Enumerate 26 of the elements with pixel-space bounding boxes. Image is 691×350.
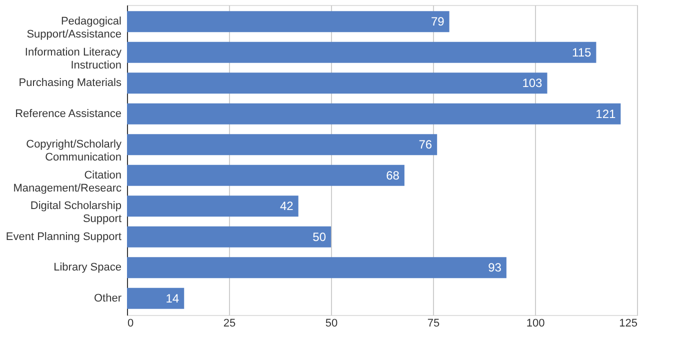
x-tick-label: 50 xyxy=(325,318,338,330)
y-tick-label: Pedagogical Support/Assistance xyxy=(26,16,122,41)
y-tick-label: Other xyxy=(94,292,122,304)
data-label: 42 xyxy=(280,199,294,214)
y-tick-label: Information Literacy Instruction xyxy=(24,46,122,72)
x-tick-label: 100 xyxy=(526,318,545,330)
data-label: 79 xyxy=(430,14,445,29)
data-label: 14 xyxy=(166,291,180,306)
x-tick-label: 25 xyxy=(223,318,236,330)
x-tick-label: 125 xyxy=(619,318,638,330)
data-label: 93 xyxy=(488,260,502,275)
data-label: 68 xyxy=(386,168,400,182)
x-tick-label: 0 xyxy=(128,318,134,330)
data-label: 50 xyxy=(312,230,326,244)
y-tick-label: Purchasing Materials xyxy=(18,77,122,90)
data-label: 76 xyxy=(418,138,432,152)
y-tick-label: Library Space xyxy=(54,262,122,274)
x-tick-label: 75 xyxy=(427,318,440,330)
data-label: 103 xyxy=(522,76,543,90)
y-tick-label: Event Planning Support xyxy=(6,230,122,243)
y-tick-label: Citation Management/Researc xyxy=(13,169,122,194)
y-tick-label: Digital Scholarship Support xyxy=(30,200,122,226)
data-label: 115 xyxy=(572,45,592,60)
data-label: 121 xyxy=(596,106,616,121)
y-tick-label: Reference Assistance xyxy=(15,108,122,120)
y-tick-label: Copyright/Scholarly Communication xyxy=(26,138,122,164)
